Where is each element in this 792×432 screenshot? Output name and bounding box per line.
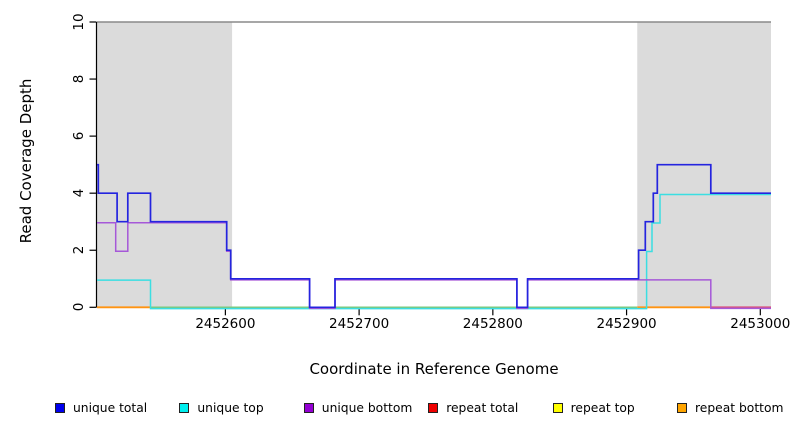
series-line-unique-top (97, 193, 771, 310)
series-line-unique-total (97, 163, 771, 309)
legend-item-unique-bottom: unique bottom (303, 400, 413, 416)
x-tick-label: 2452900 (596, 316, 657, 332)
legend-item-unique-top: unique top (179, 400, 264, 416)
legend-swatch-icon (677, 403, 687, 413)
x-tick-label: 2453000 (730, 316, 791, 332)
x-tick-label: 2452800 (462, 316, 523, 332)
x-tick-label: 2452600 (195, 316, 256, 332)
shaded-repeat-region (97, 22, 233, 308)
y-tick-label: 10 (71, 13, 87, 31)
y-tick-label: 2 (71, 245, 87, 255)
legend-label: repeat top (570, 401, 635, 415)
y-tick-label: 8 (71, 74, 87, 84)
legend-swatch-icon (179, 403, 190, 413)
legend-label: unique total (73, 401, 148, 415)
legend-swatch-icon (303, 403, 314, 413)
legend-swatch-icon (552, 403, 563, 413)
legend-swatch-icon (428, 403, 439, 413)
legend-label: unique bottom (321, 401, 413, 415)
legend-item-repeat-total: repeat total (428, 400, 518, 416)
x-tick-label: 2452700 (329, 316, 390, 332)
y-tick-label: 0 (71, 303, 87, 312)
y-axis-title: Read Coverage Depth (17, 78, 35, 244)
legend-label: repeat bottom (695, 401, 784, 415)
x-axis-title: Coordinate in Reference Genome (309, 360, 559, 378)
y-tick-label: 6 (71, 131, 87, 141)
legend-label: unique top (197, 401, 264, 415)
legend-item-unique-total: unique total (55, 400, 147, 416)
legend-swatch-icon (55, 403, 65, 413)
y-tick-label: 4 (71, 188, 87, 198)
legend-item-repeat-bottom: repeat bottom (677, 400, 783, 416)
legend-label: repeat total (446, 401, 519, 415)
legend-item-repeat-top: repeat top (552, 400, 635, 416)
